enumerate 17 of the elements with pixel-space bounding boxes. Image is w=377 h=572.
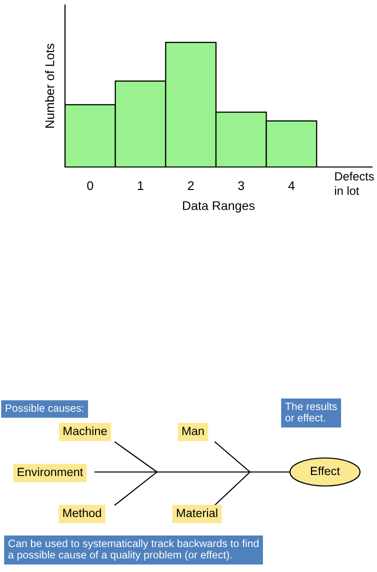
x-tick-label: 2 <box>188 181 194 190</box>
text: Possible causes: <box>6 404 84 412</box>
y-axis-title: Number of Lots <box>45 44 54 128</box>
x-tick-label: 1 <box>138 181 144 190</box>
text: Defects in lot <box>335 172 374 195</box>
x-axis-title: Data Ranges <box>183 201 255 213</box>
text: The results or effect. <box>285 402 337 422</box>
x-tick-label: 3 <box>238 181 244 190</box>
x-tick-label: 4 <box>288 181 295 190</box>
text: Material <box>176 508 218 518</box>
text: Can be used to systematically track backwards to find a possible cause of a quality problem (or effect). <box>8 539 258 561</box>
text: Environment <box>18 467 84 476</box>
text: Method <box>63 508 101 518</box>
text: Machine <box>64 426 107 436</box>
x-tick-label: 0 <box>87 181 94 190</box>
text: Effect <box>310 466 340 476</box>
text: Man <box>182 426 204 436</box>
